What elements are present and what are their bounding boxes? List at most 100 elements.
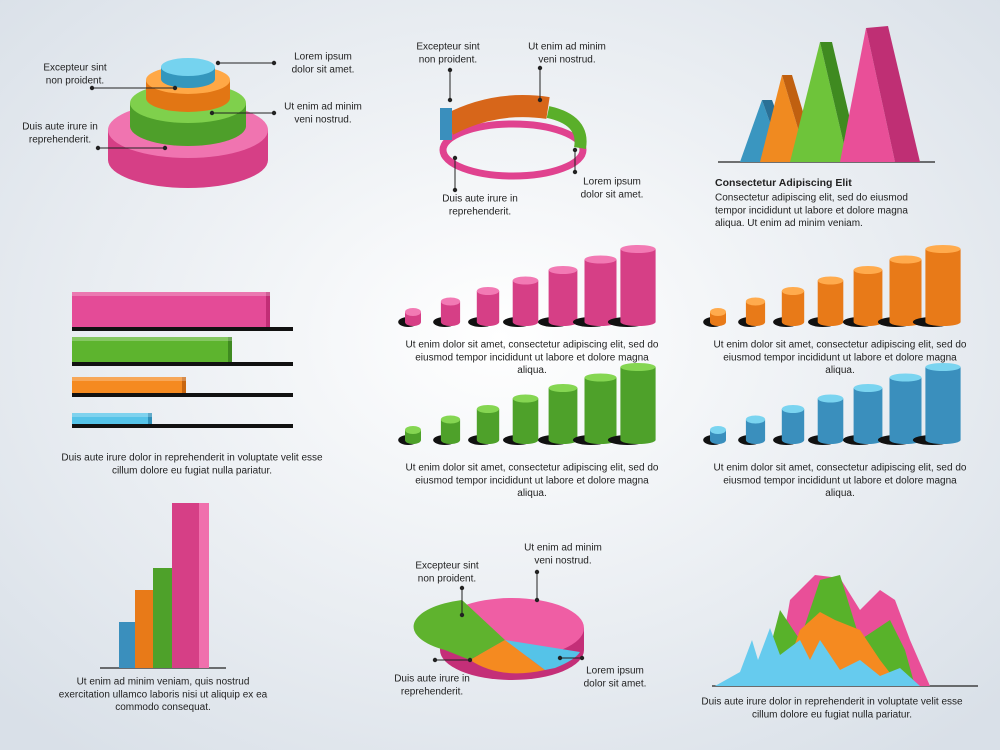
cylinder-top xyxy=(512,276,539,285)
caption-line: Excepteur sint xyxy=(415,561,479,572)
ring-band xyxy=(442,95,550,135)
hbar xyxy=(72,337,232,362)
cylinder-top xyxy=(710,308,726,316)
ring-band xyxy=(546,106,587,150)
cylinder-side xyxy=(925,367,961,444)
leader-dot xyxy=(572,169,578,175)
vbar-side xyxy=(199,503,209,668)
caption-line: tempor incididunt ut labore et dolore ma… xyxy=(715,205,908,216)
hbar-end xyxy=(266,292,270,327)
cylinder-top xyxy=(925,363,961,371)
cylinder-top xyxy=(548,384,578,392)
hbar-top xyxy=(72,413,152,417)
cylinder-top xyxy=(512,394,539,403)
leader-dot xyxy=(572,147,578,153)
shape xyxy=(790,42,848,162)
leader-dot xyxy=(89,85,95,91)
caption-line: dolor sit amet. xyxy=(292,64,355,75)
cylinder-side xyxy=(584,377,617,444)
caption-line: Ut enim dolor sit amet, consectetur adip… xyxy=(406,463,659,474)
leader-dot xyxy=(447,67,453,73)
leader-dot xyxy=(459,585,465,591)
leader-dot xyxy=(271,110,277,116)
cylinder-side xyxy=(405,430,421,444)
cylinder-top xyxy=(548,266,578,274)
leader-dot xyxy=(432,657,438,663)
hbar-top xyxy=(72,337,232,341)
cylinder-top xyxy=(817,276,844,285)
caption-line: reprehenderit. xyxy=(29,134,91,145)
caption-line: non proident. xyxy=(46,75,104,86)
shape xyxy=(840,28,895,162)
cylinder-top xyxy=(161,58,215,76)
cylinder-side xyxy=(710,430,726,444)
cylinder-side xyxy=(476,291,500,326)
caption-line: Duis aute irure in xyxy=(394,674,470,685)
cylinder-top xyxy=(620,363,656,371)
leader-dot xyxy=(534,597,540,603)
shape xyxy=(866,26,920,162)
cylinder-side xyxy=(925,249,961,326)
caption-line: Excepteur sint xyxy=(416,42,480,53)
cylinder-top xyxy=(476,405,500,413)
caption-line: Ut enim ad minim xyxy=(528,42,606,53)
cylinder-side xyxy=(512,398,539,444)
cylinder-side xyxy=(440,301,461,326)
cylinder-top xyxy=(817,394,844,403)
caption-line: Lorem ipsum xyxy=(583,177,641,188)
hbar-underline xyxy=(72,393,293,397)
caption-line: veni nostrud. xyxy=(534,555,591,566)
caption-line: Consectetur adipiscing elit, sed do eius… xyxy=(715,193,908,204)
pie-slice xyxy=(505,640,580,670)
caption-line: Duis aute irure in xyxy=(442,194,518,205)
cylinder-top xyxy=(781,405,805,413)
leader-dot xyxy=(95,145,101,151)
caption-line: Lorem ipsum xyxy=(586,666,644,677)
cylinder-side xyxy=(548,270,578,326)
cylinder-top xyxy=(889,373,922,382)
cylinder-top xyxy=(710,426,726,434)
leader-dot xyxy=(557,655,563,661)
cylinder-side xyxy=(853,388,883,444)
cylinder-side xyxy=(476,409,500,445)
cylinder-top xyxy=(440,415,461,424)
leader-dot xyxy=(172,85,178,91)
caption-line: Ut enim ad minim veniam, quis nostrud xyxy=(77,677,250,688)
leader-dot xyxy=(162,145,168,151)
caption-line: aliqua. Ut enim ad minim veniam. xyxy=(715,218,863,229)
pie-slice xyxy=(413,600,505,660)
ring xyxy=(439,120,587,180)
cylinder-top xyxy=(476,287,500,295)
cylinder-top xyxy=(584,255,617,264)
cylinder-top xyxy=(889,255,922,264)
caption-line: Excepteur sint xyxy=(43,63,107,74)
cylinder-side xyxy=(584,259,617,326)
hbar-underline xyxy=(72,362,293,366)
cylinder-side xyxy=(405,312,421,326)
caption-line: Duis aute irure dolor in reprehenderit i… xyxy=(61,453,323,464)
caption-line: eiusmod tempor incididunt ut labore et d… xyxy=(415,475,649,486)
cylinder-top xyxy=(781,287,805,295)
leader-dot xyxy=(467,657,473,663)
caption-line: Ut enim dolor sit amet, consectetur adip… xyxy=(406,340,659,351)
leader-dot xyxy=(271,60,277,66)
hbar-end xyxy=(148,413,152,424)
caption-line: exercitation ullamco laboris nisi ut ali… xyxy=(59,689,268,700)
caption-line: dolor sit amet. xyxy=(584,678,647,689)
caption-line: aliqua. xyxy=(825,365,854,376)
hbar xyxy=(72,377,186,393)
heading: Consectetur Adipiscing Elit xyxy=(715,177,852,189)
caption-line: veni nostrud. xyxy=(538,54,595,65)
caption-line: Ut enim ad minim xyxy=(524,543,602,554)
cylinder-side xyxy=(889,377,922,444)
hbar-underline xyxy=(72,327,293,331)
cylinder-top xyxy=(745,415,766,424)
hbar-end xyxy=(228,337,232,362)
leader-dot xyxy=(459,612,465,618)
leader-dot xyxy=(534,569,540,575)
cylinder-top xyxy=(440,297,461,306)
leader-dot xyxy=(447,97,453,103)
leader-dot xyxy=(452,155,458,161)
leader-dot xyxy=(537,97,543,103)
caption-line: eiusmod tempor incididunt ut labore et d… xyxy=(415,352,649,363)
